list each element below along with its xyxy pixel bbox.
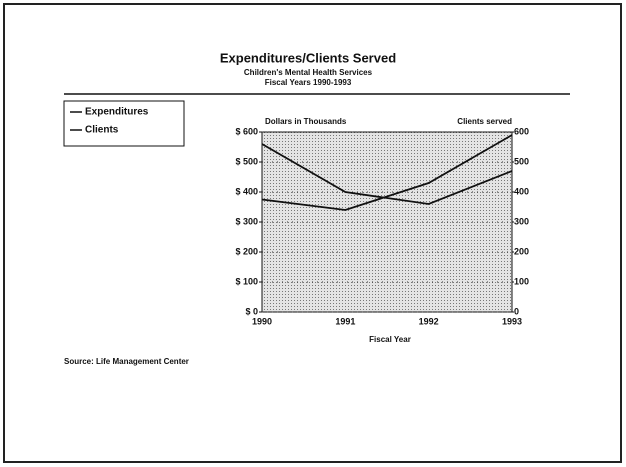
y2-tick-label: 100 bbox=[514, 276, 529, 286]
y2-tick-label: 600 bbox=[514, 126, 529, 136]
y-axis-label: Dollars in Thousands bbox=[265, 117, 347, 126]
y2-tick-label: 500 bbox=[514, 156, 529, 166]
y2-tick-label: 300 bbox=[514, 216, 529, 226]
series-line bbox=[261, 143, 513, 205]
y-tick-label: $ 500 bbox=[235, 156, 258, 166]
y-tick-label: $ 600 bbox=[235, 126, 258, 136]
y2-axis-label: Clients served bbox=[457, 117, 512, 126]
y2-tick-label: 0 bbox=[514, 306, 519, 316]
y2-tick-label: 400 bbox=[514, 186, 529, 196]
y-tick-label: $ 100 bbox=[235, 276, 258, 286]
legend-box bbox=[63, 100, 185, 147]
x-tick-label: 1992 bbox=[419, 316, 439, 326]
y2-tick-label: 200 bbox=[514, 246, 529, 256]
legend-label: Expenditures bbox=[85, 107, 149, 118]
legend-label: Clients bbox=[85, 125, 119, 136]
page-frame bbox=[3, 3, 622, 463]
series-line bbox=[261, 134, 513, 211]
y-tick-label: $ 400 bbox=[235, 186, 258, 196]
y-tick-label: $ 200 bbox=[235, 246, 258, 256]
source: Source: Life Management Center bbox=[64, 357, 189, 366]
y-tick-label: $ 300 bbox=[235, 216, 258, 226]
x-axis-label: Fiscal Year bbox=[369, 335, 411, 344]
chart-subtitle: Children's Mental Health Services bbox=[244, 68, 373, 77]
x-tick-label: 1990 bbox=[252, 316, 272, 326]
chart-title: Expenditures/Clients Served bbox=[220, 50, 396, 65]
x-tick-label: 1991 bbox=[335, 316, 355, 326]
y-tick-label: $ 0 bbox=[245, 306, 258, 316]
chart-subtitle: Fiscal Years 1990-1993 bbox=[265, 78, 352, 87]
x-tick-label: 1993 bbox=[502, 316, 522, 326]
